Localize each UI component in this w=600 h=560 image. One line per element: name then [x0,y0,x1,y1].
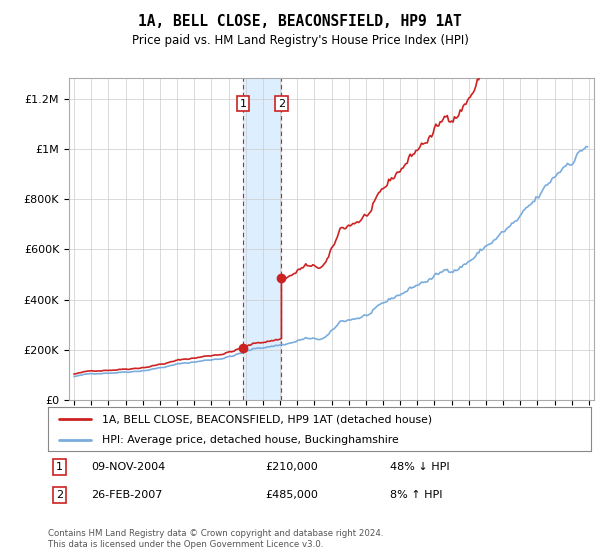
Text: 1: 1 [239,99,247,109]
Text: 1A, BELL CLOSE, BEACONSFIELD, HP9 1AT: 1A, BELL CLOSE, BEACONSFIELD, HP9 1AT [138,14,462,29]
Text: Price paid vs. HM Land Registry's House Price Index (HPI): Price paid vs. HM Land Registry's House … [131,34,469,47]
Text: 48% ↓ HPI: 48% ↓ HPI [390,462,450,472]
Bar [243,78,281,400]
Text: 26-FEB-2007: 26-FEB-2007 [91,490,163,500]
Text: £485,000: £485,000 [265,490,318,500]
Text: 2: 2 [56,490,63,500]
Text: £210,000: £210,000 [265,462,318,472]
Text: HPI: Average price, detached house, Buckinghamshire: HPI: Average price, detached house, Buck… [103,435,399,445]
Text: 8% ↑ HPI: 8% ↑ HPI [390,490,443,500]
Text: 09-NOV-2004: 09-NOV-2004 [91,462,166,472]
Text: 1A, BELL CLOSE, BEACONSFIELD, HP9 1AT (detached house): 1A, BELL CLOSE, BEACONSFIELD, HP9 1AT (d… [103,414,433,424]
Text: 1: 1 [56,462,63,472]
Text: 2: 2 [278,99,285,109]
Text: Contains HM Land Registry data © Crown copyright and database right 2024.
This d: Contains HM Land Registry data © Crown c… [48,529,383,549]
